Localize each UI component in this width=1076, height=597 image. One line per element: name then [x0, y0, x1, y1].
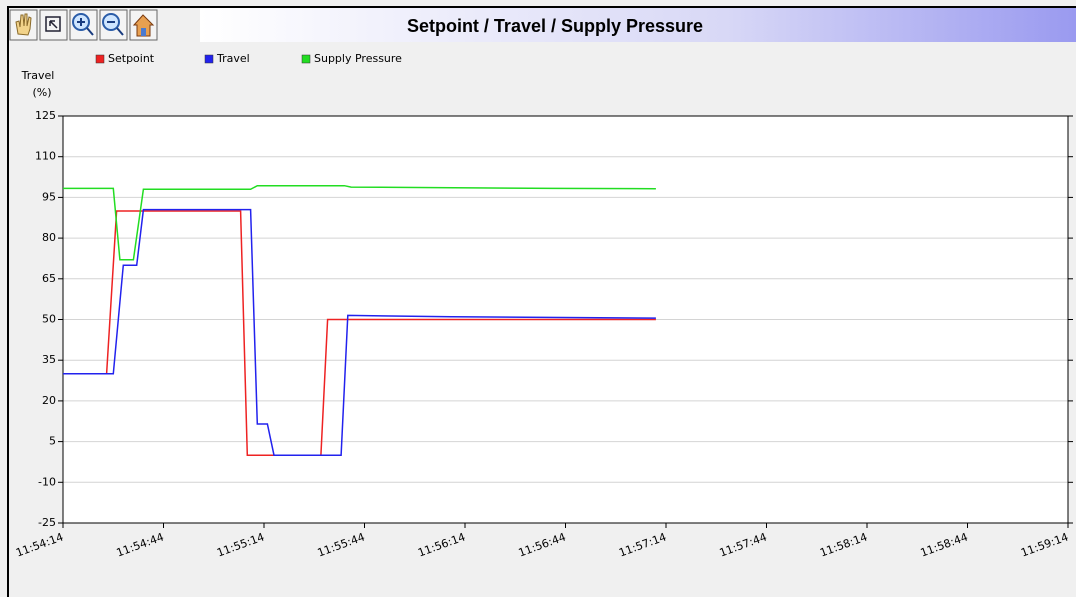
zoom-in-glyph [77, 18, 94, 36]
series-line [63, 184, 656, 261]
y-tick-label: 110 [35, 150, 56, 163]
home-door [141, 28, 146, 36]
y-tick-label: 35 [42, 353, 56, 366]
legend-swatch [301, 54, 311, 64]
arrow-icon [49, 20, 58, 29]
chart-title: Setpoint / Travel / Supply Pressure [407, 16, 703, 36]
y-tick-label: 95 [42, 190, 56, 203]
y-tick-label: -10 [38, 475, 56, 488]
zoom-out-glyph [107, 21, 124, 36]
y-tick-label: 5 [49, 435, 56, 448]
y-tick-label: 125 [35, 109, 56, 122]
y-tick-label: 80 [42, 231, 56, 244]
y-axis-label: Travel [21, 69, 55, 82]
legend-label: Travel [216, 52, 250, 65]
title-bar [200, 8, 1076, 42]
y-tick-label: 50 [42, 313, 56, 326]
y-tick-label: -25 [38, 516, 56, 529]
legend-swatch [204, 54, 214, 64]
legend-swatch [95, 54, 105, 64]
legend-label: Supply Pressure [314, 52, 402, 65]
legend-label: Setpoint [108, 52, 155, 65]
y-tick-label: 65 [42, 272, 56, 285]
y-axis-label: (%) [32, 86, 51, 99]
toolbar [9, 9, 158, 41]
hand-icon [15, 13, 32, 36]
series-line [63, 210, 656, 456]
y-tick-label: 20 [42, 394, 56, 407]
select-icon [45, 16, 61, 32]
series-line [63, 208, 656, 456]
home-icon [132, 14, 155, 37]
